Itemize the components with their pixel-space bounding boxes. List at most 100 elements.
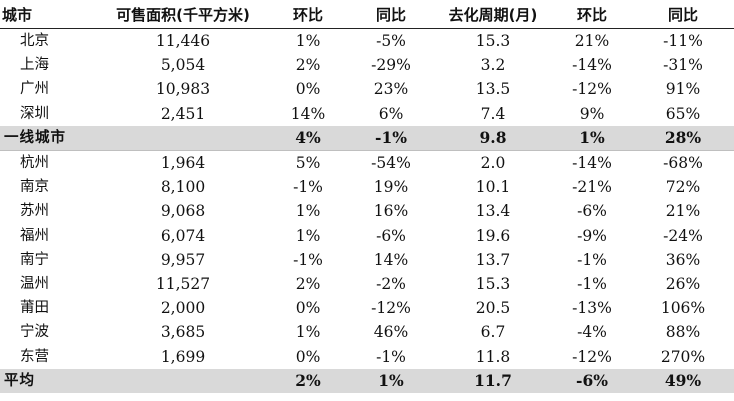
area-mom-cell: 5%: [295, 154, 321, 173]
area-cell: 2,000: [160, 299, 206, 318]
area-cell: 1,964: [160, 154, 206, 173]
cycle-cell: 11.8: [475, 347, 511, 366]
cycle-mom-cell: -6%: [552, 368, 632, 393]
cycle-mom-cell: 9%: [579, 104, 605, 123]
city-cell: 温州: [20, 275, 49, 292]
header-row: 城市 可售面积(千平方米) 环比 同比 去化周期(月) 环比 同比: [0, 0, 734, 29]
cycle-cell: 9.8: [434, 125, 552, 151]
area-yoy-cell: -2%: [376, 274, 406, 293]
area-mom-cell: 1%: [295, 226, 321, 245]
cycle-yoy-cell: 49%: [632, 368, 734, 393]
area-cell: 3,685: [160, 323, 206, 342]
table-row: 东营 1,699 0% -1% 11.8 -12% 270%: [0, 344, 734, 368]
area-cell: 10,983: [155, 80, 211, 99]
average-summary-row: 平均 2% 1% 11.7 -6% 49%: [0, 368, 734, 393]
city-cell: 深圳: [20, 105, 49, 122]
cycle-cell: 15.3: [475, 274, 511, 293]
cycle-cell: 13.4: [475, 202, 511, 221]
area-yoy-cell: -29%: [371, 56, 411, 75]
header-destock-cycle: 去化周期(月): [434, 0, 552, 29]
area-cell: [98, 125, 268, 151]
table-row: 深圳 2,451 14% 6% 7.4 9% 65%: [0, 102, 734, 126]
table-row: 苏州 9,068 1% 16% 13.4 -6% 21%: [0, 199, 734, 223]
area-mom-cell: -1%: [293, 250, 323, 269]
cycle-cell: 11.7: [434, 368, 552, 393]
area-yoy-cell: -12%: [371, 299, 411, 318]
area-yoy-cell: 6%: [378, 104, 404, 123]
area-mom-cell: 2%: [295, 274, 321, 293]
city-cell: 宁波: [20, 324, 49, 341]
area-mom-cell: 0%: [295, 80, 321, 99]
cycle-mom-cell: -6%: [577, 202, 607, 221]
cycle-cell: 10.1: [475, 178, 511, 197]
area-cell: 6,074: [160, 226, 206, 245]
cycle-cell: 2.0: [480, 154, 506, 173]
area-cell: 9,957: [160, 250, 206, 269]
cycle-mom-cell: -12%: [572, 80, 612, 99]
area-mom-cell: -1%: [293, 178, 323, 197]
cycle-mom-cell: -13%: [572, 299, 612, 318]
area-yoy-cell: -5%: [376, 32, 406, 51]
area-yoy-cell: 14%: [373, 250, 409, 269]
area-mom-cell: 14%: [290, 104, 326, 123]
table-row: 北京 11,446 1% -5% 15.3 21% -11%: [0, 29, 734, 54]
city-cell: 上海: [20, 57, 49, 74]
header-saleable-area: 可售面积(千平方米): [98, 0, 268, 29]
cycle-mom-cell: -1%: [577, 274, 607, 293]
area-yoy-cell: -6%: [376, 226, 406, 245]
table-row: 温州 11,527 2% -2% 15.3 -1% 26%: [0, 272, 734, 296]
cycle-mom-cell: -12%: [572, 347, 612, 366]
area-mom-cell: 0%: [295, 347, 321, 366]
area-mom-cell: 1%: [295, 202, 321, 221]
table-row: 南京 8,100 -1% 19% 10.1 -21% 72%: [0, 175, 734, 199]
city-cell: 南宁: [20, 251, 49, 268]
table-row: 杭州 1,964 5% -54% 2.0 -14% -68%: [0, 150, 734, 175]
table-body: 北京 11,446 1% -5% 15.3 21% -11% 上海 5,054 …: [0, 29, 734, 393]
cycle-mom-cell: -4%: [577, 323, 607, 342]
table-row: 莆田 2,000 0% -12% 20.5 -13% 106%: [0, 296, 734, 320]
area-yoy-cell: 19%: [373, 178, 409, 197]
cycle-yoy-cell: 21%: [665, 202, 701, 221]
cycle-mom-cell: -14%: [572, 154, 612, 173]
cycle-cell: 15.3: [475, 32, 511, 51]
cycle-yoy-cell: 65%: [665, 104, 701, 123]
cycle-mom-cell: -9%: [577, 226, 607, 245]
area-mom-cell: 2%: [295, 56, 321, 75]
area-yoy-cell: 23%: [373, 80, 409, 99]
cycle-cell: 6.7: [480, 323, 506, 342]
area-yoy-cell: 1%: [348, 368, 434, 393]
header-area-yoy: 同比: [348, 0, 434, 29]
cycle-yoy-cell: 36%: [665, 250, 701, 269]
cycle-cell: 13.7: [475, 250, 511, 269]
cycle-yoy-cell: 106%: [660, 299, 706, 318]
city-cell: 苏州: [20, 203, 49, 220]
cycle-cell: 7.4: [480, 104, 506, 123]
cycle-mom-cell: 21%: [574, 32, 610, 51]
area-cell: 5,054: [160, 56, 206, 75]
cycle-yoy-cell: 88%: [665, 323, 701, 342]
area-cell: 2,451: [160, 104, 206, 123]
area-cell: 11,527: [155, 274, 211, 293]
header-area-mom: 环比: [268, 0, 348, 29]
area-cell: [98, 368, 268, 393]
cycle-yoy-cell: 270%: [660, 347, 706, 366]
cycle-cell: 20.5: [475, 299, 511, 318]
cycle-yoy-cell: -68%: [663, 154, 703, 173]
cycle-yoy-cell: -24%: [663, 226, 703, 245]
city-cell: 一线城市: [0, 125, 98, 151]
table-row: 广州 10,983 0% 23% 13.5 -12% 91%: [0, 77, 734, 101]
city-cell: 莆田: [20, 300, 49, 317]
area-yoy-cell: -1%: [376, 347, 406, 366]
cycle-mom-cell: -1%: [577, 250, 607, 269]
cycle-mom-cell: -21%: [572, 178, 612, 197]
cycle-cell: 13.5: [475, 80, 511, 99]
cycle-yoy-cell: -11%: [663, 32, 703, 51]
cycle-cell: 19.6: [475, 226, 511, 245]
city-cell: 南京: [20, 179, 49, 196]
cycle-yoy-cell: -31%: [663, 56, 703, 75]
city-cell: 杭州: [20, 155, 49, 172]
cycle-yoy-cell: 26%: [665, 274, 701, 293]
city-cell: 福州: [20, 227, 49, 244]
area-cell: 11,446: [155, 32, 211, 51]
